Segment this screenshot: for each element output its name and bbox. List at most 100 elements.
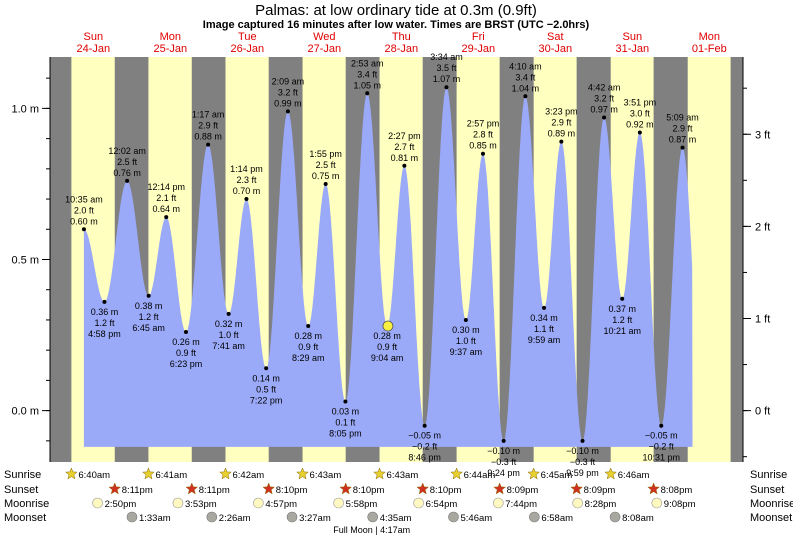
daylight-band — [687, 57, 731, 462]
moonset-icon — [367, 511, 379, 523]
sunrise-time: 6:44am — [464, 470, 496, 481]
moonset-icon — [609, 511, 621, 523]
high-tide-time: 5:09 am — [666, 113, 699, 123]
moonrise-row-label-left: Moonrise — [4, 498, 49, 510]
moonrise-icon — [333, 497, 344, 509]
moonrise-time: 3:53pm — [185, 499, 217, 510]
low-tide-point — [501, 438, 506, 443]
sunset-time: 8:10pm — [276, 485, 308, 496]
high-tide-time: 12:02 am — [108, 146, 146, 156]
high-tide-point — [323, 181, 328, 186]
high-tide-point — [637, 130, 642, 135]
high-tide-metres: 1.07 m — [433, 74, 461, 84]
low-tide-time: 9:04 am — [371, 353, 404, 363]
moonrise-time: 2:50pm — [105, 499, 137, 510]
full-moon-note: Full Moon | 4:17am — [333, 525, 410, 535]
low-tide-time: 9:59 pm — [566, 468, 599, 478]
sunset-time: 8:09pm — [507, 485, 539, 496]
day-name-label: Thu — [392, 31, 411, 43]
low-tide-feet: 0.1 ft — [335, 418, 356, 428]
low-tide-feet: 0.9 ft — [377, 342, 398, 352]
high-tide-feet: 3.2 ft — [278, 87, 299, 97]
low-tide-point — [306, 323, 311, 328]
high-tide-feet: 3.0 ft — [630, 109, 651, 119]
high-tide-point — [244, 197, 249, 202]
chart-subtitle: Image captured 16 minutes after low wate… — [203, 19, 590, 31]
low-tide-metres: 0.36 m — [91, 307, 119, 317]
sunset-icon — [570, 482, 584, 495]
sunset-icon — [339, 482, 353, 495]
low-tide-time: 9:37 am — [450, 347, 483, 357]
high-tide-metres: 0.87 m — [669, 135, 697, 145]
day-date-label: 28-Jan — [384, 43, 418, 55]
moonrise-icon — [253, 497, 264, 509]
high-tide-point — [680, 145, 685, 150]
high-tide-feet: 2.0 ft — [74, 205, 95, 215]
right-axis-tick-label: 1 ft — [755, 313, 770, 325]
sunrise-row-label-left: Sunrise — [4, 469, 41, 481]
moonset-row-label-right: Moonset — [750, 512, 792, 524]
sunrise-icon — [296, 467, 309, 480]
high-tide-time: 1:55 pm — [309, 149, 342, 159]
high-tide-metres: 0.60 m — [70, 216, 98, 226]
high-tide-time: 3:23 pm — [545, 107, 578, 117]
high-tide-metres: 0.92 m — [626, 120, 654, 130]
low-tide-time: 10:21 am — [603, 326, 641, 336]
low-tide-metres: −0.10 m — [566, 446, 599, 456]
high-tide-feet: 2.5 ft — [117, 157, 138, 167]
right-axis-tick-label: 3 ft — [755, 129, 770, 141]
high-tide-time: 2:09 am — [272, 76, 305, 86]
low-tide-metres: 0.37 m — [608, 304, 636, 314]
low-tide-metres: 0.28 m — [373, 331, 401, 341]
low-tide-metres: 0.03 m — [332, 407, 360, 417]
high-tide-feet: 2.8 ft — [473, 130, 494, 140]
high-tide-metres: 1.04 m — [512, 83, 540, 93]
high-tide-metres: 0.85 m — [469, 141, 497, 151]
sunrise-time: 6:41am — [155, 470, 187, 481]
high-tide-feet: 2.1 ft — [156, 193, 177, 203]
high-tide-time: 4:10 am — [509, 61, 542, 71]
high-tide-metres: 0.75 m — [312, 171, 340, 181]
day-name-label: Sun — [623, 31, 643, 43]
moonset-time: 5:46am — [461, 513, 493, 524]
high-tide-time: 3:51 pm — [624, 98, 657, 108]
moonset-time: 6:58am — [541, 513, 573, 524]
high-tide-time: 2:53 am — [351, 58, 384, 68]
low-tide-feet: 1.0 ft — [456, 336, 477, 346]
moonrise-icon — [413, 497, 424, 509]
high-tide-time: 3:34 am — [430, 52, 463, 62]
day-name-label: Fri — [472, 31, 485, 43]
low-tide-feet: 0.5 ft — [256, 384, 277, 394]
sunset-icon — [262, 482, 276, 495]
low-tide-feet: 1.1 ft — [534, 324, 555, 334]
sunrise-time: 6:43am — [310, 470, 342, 481]
high-tide-time: 2:27 pm — [388, 131, 421, 141]
sunset-icon — [416, 482, 430, 495]
high-tide-metres: 0.89 m — [548, 129, 576, 139]
day-date-label: 01-Feb — [692, 43, 727, 55]
high-tide-metres: 0.64 m — [152, 204, 180, 214]
sunrise-icon — [142, 467, 155, 480]
high-tide-feet: 2.3 ft — [236, 175, 257, 185]
day-name-label: Sun — [84, 31, 104, 43]
low-tide-time: 6:45 am — [132, 323, 165, 333]
day-name-label: Wed — [313, 31, 335, 43]
low-tide-metres: 0.28 m — [294, 331, 322, 341]
high-tide-time: 1:14 pm — [230, 164, 263, 174]
sunrise-icon — [527, 467, 541, 480]
sunrise-time: 6:42am — [232, 470, 264, 481]
moonset-time: 3:27am — [299, 513, 331, 524]
low-tide-feet: −0.3 ft — [491, 457, 517, 467]
high-tide-feet: 3.4 ft — [357, 69, 378, 79]
low-tide-time: 8:29 am — [292, 353, 325, 363]
high-tide-point — [285, 109, 290, 114]
moonrise-time: 8:28pm — [585, 499, 617, 510]
day-name-label: Sat — [547, 31, 564, 43]
low-tide-point — [102, 299, 107, 304]
sunrise-row-label-right: Sunrise — [750, 469, 787, 481]
low-tide-point — [343, 399, 348, 404]
moonrise-icon — [92, 497, 103, 509]
high-tide-time: 1:17 am — [192, 110, 225, 120]
high-tide-point — [402, 163, 407, 168]
